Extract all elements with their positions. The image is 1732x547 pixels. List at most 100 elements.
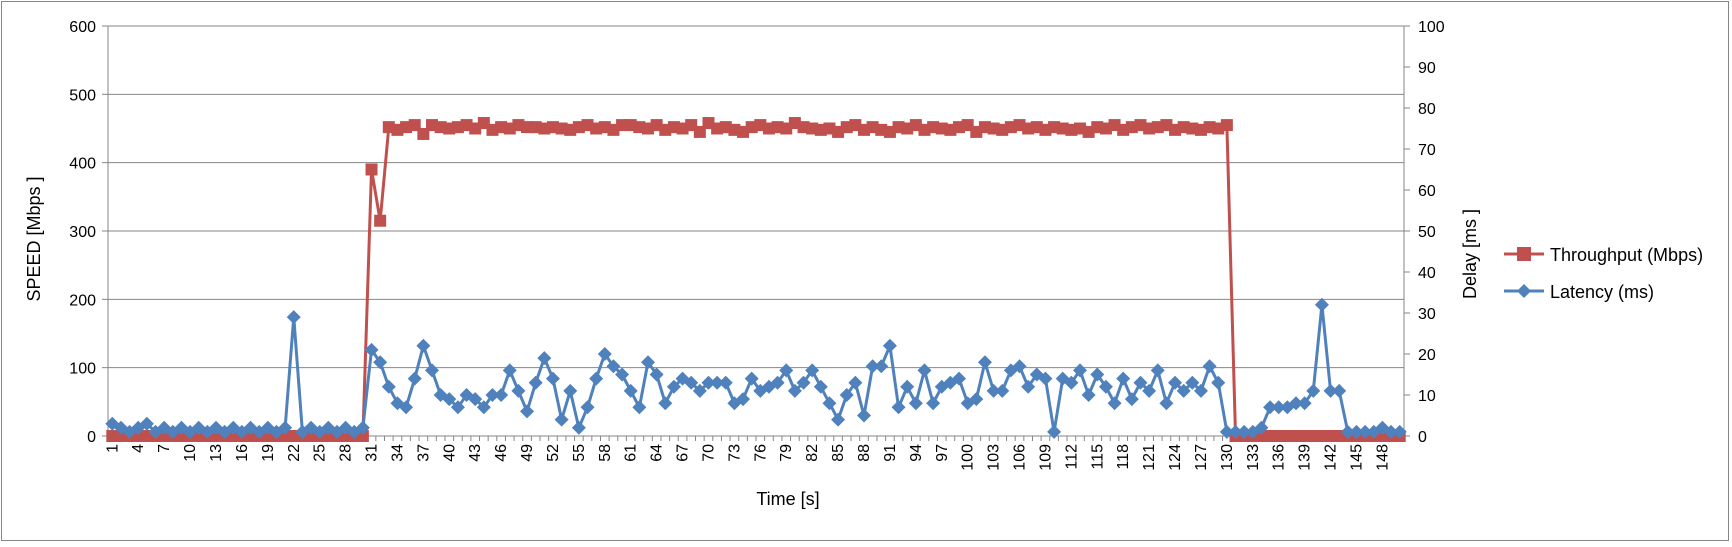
x-tick-label: 37	[415, 444, 432, 462]
data-point-diamond	[848, 375, 863, 390]
y-right-tick-label: 20	[1418, 347, 1436, 364]
data-point-diamond	[839, 388, 854, 402]
x-tick-label: 49	[519, 444, 536, 462]
data-point-diamond	[1211, 375, 1226, 390]
legend-label-latency: Latency (ms)	[1550, 282, 1654, 302]
data-point-diamond	[1142, 383, 1157, 398]
data-point-diamond	[1133, 375, 1148, 390]
data-point-diamond	[1358, 424, 1373, 439]
legend-marker-throughput	[1517, 247, 1531, 261]
data-point-diamond	[494, 388, 509, 402]
x-tick-label: 142	[1323, 444, 1340, 471]
x-tick-label: 67	[675, 444, 692, 462]
data-point-diamond	[580, 400, 595, 415]
data-point-diamond	[1021, 379, 1036, 394]
data-point-diamond	[545, 371, 560, 386]
x-tick-label: 25	[312, 444, 329, 462]
x-tick-label: 136	[1271, 444, 1288, 471]
series-layer	[105, 117, 1407, 442]
y-left-tick-label: 400	[69, 156, 96, 173]
x-tick-label: 61	[623, 444, 640, 462]
x-tick-label: 19	[260, 444, 277, 462]
data-point-diamond	[779, 363, 794, 378]
data-point-diamond	[900, 379, 915, 394]
data-point-diamond	[1090, 367, 1105, 382]
data-point-diamond	[1038, 371, 1053, 386]
y-axis-right-title: Delay [ms ]	[1460, 209, 1480, 299]
y-left-tick-label: 300	[69, 224, 96, 241]
data-point-diamond	[606, 359, 621, 374]
data-point-diamond	[1228, 424, 1243, 439]
data-point-diamond	[1349, 424, 1364, 439]
data-point-diamond	[684, 375, 699, 390]
x-tick-label: 148	[1374, 444, 1391, 471]
x-tick-label: 28	[338, 444, 355, 462]
y-left-tick-label: 600	[69, 19, 96, 36]
y-axis-left-title: SPEED [Mbps ]	[24, 176, 44, 301]
data-point-diamond	[718, 375, 733, 390]
y-left-tick-label: 200	[69, 292, 96, 309]
data-point-diamond	[450, 400, 465, 415]
data-point-diamond	[1263, 400, 1278, 415]
data-point-diamond	[528, 375, 543, 390]
data-point-diamond	[1116, 371, 1131, 386]
y-left-tick-label: 500	[69, 87, 96, 104]
data-point-diamond	[658, 396, 673, 411]
data-point-diamond	[865, 359, 880, 374]
data-point-diamond	[1150, 363, 1165, 378]
data-point-diamond	[744, 371, 759, 386]
x-tick-label: 58	[597, 444, 614, 462]
x-tick-label: 13	[208, 444, 225, 462]
data-point-diamond	[805, 363, 820, 378]
data-point-square	[693, 125, 706, 138]
data-point-diamond	[917, 363, 932, 378]
x-tick-label: 7	[156, 444, 173, 453]
data-point-square	[477, 117, 490, 130]
data-point-diamond	[554, 412, 569, 427]
x-tick-label: 112	[1063, 444, 1080, 470]
x-tick-label: 82	[804, 444, 821, 462]
data-point-square	[702, 117, 715, 130]
x-tick-label: 127	[1193, 444, 1210, 471]
x-tick-label: 130	[1219, 444, 1236, 471]
x-tick-label: 43	[467, 444, 484, 462]
data-point-diamond	[597, 347, 612, 361]
y-right-tick-label: 0	[1418, 429, 1427, 446]
x-tick-label: 16	[234, 444, 251, 462]
y-left-tick-label: 100	[69, 361, 96, 378]
y-right-tick-label: 40	[1418, 265, 1436, 282]
data-point-diamond	[692, 383, 707, 398]
data-point-diamond	[1124, 392, 1139, 407]
data-point-diamond	[969, 392, 984, 407]
data-point-diamond	[1271, 400, 1286, 415]
y-right-tick-label: 100	[1418, 19, 1445, 36]
data-point-diamond	[1012, 359, 1027, 374]
data-point-diamond	[511, 383, 526, 398]
grid-layer	[108, 25, 1404, 369]
data-point-diamond	[364, 342, 379, 357]
data-point-square	[883, 125, 896, 138]
x-tick-label: 94	[908, 444, 925, 462]
y-right-tick-label: 70	[1418, 142, 1436, 159]
y-right-tick-label: 30	[1418, 306, 1436, 323]
data-point-diamond	[926, 396, 941, 411]
x-tick-label: 124	[1167, 444, 1184, 471]
data-point-diamond	[1314, 297, 1329, 312]
data-point-diamond	[1289, 396, 1303, 411]
data-point-square	[788, 117, 801, 130]
data-point-diamond	[666, 379, 681, 394]
data-point-diamond	[520, 404, 535, 419]
data-point-diamond	[278, 420, 293, 435]
data-point-diamond	[1185, 375, 1200, 390]
data-point-diamond	[615, 367, 630, 382]
data-point-diamond	[882, 338, 897, 353]
data-point-diamond	[986, 383, 1001, 398]
y-right-tick-label: 80	[1418, 101, 1436, 118]
data-point-square	[970, 125, 983, 138]
data-point-diamond	[1332, 383, 1347, 398]
x-tick-label: 103	[986, 444, 1003, 471]
data-point-diamond	[1168, 375, 1183, 390]
y-right-tick-label: 90	[1418, 60, 1436, 77]
data-point-diamond	[442, 392, 457, 407]
